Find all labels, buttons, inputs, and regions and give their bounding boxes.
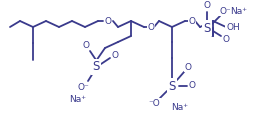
Text: O: O	[112, 50, 118, 59]
Text: S: S	[92, 61, 100, 74]
Text: Na⁺: Na⁺	[172, 103, 189, 112]
Text: O⁻: O⁻	[77, 83, 89, 91]
Text: O: O	[189, 82, 196, 91]
Text: O: O	[204, 2, 210, 10]
Text: ⁻O: ⁻O	[148, 99, 160, 107]
Text: Na⁺: Na⁺	[70, 95, 87, 104]
Text: O: O	[222, 34, 230, 43]
Text: O: O	[189, 17, 196, 26]
Text: O⁻: O⁻	[219, 6, 231, 15]
Text: OH: OH	[226, 22, 240, 31]
Text: O: O	[147, 22, 155, 31]
Text: O: O	[104, 17, 112, 26]
Text: O: O	[184, 62, 192, 71]
Text: O: O	[82, 41, 90, 50]
Text: Na⁺: Na⁺	[230, 6, 247, 15]
Text: S: S	[203, 22, 211, 34]
Text: S: S	[168, 79, 176, 92]
